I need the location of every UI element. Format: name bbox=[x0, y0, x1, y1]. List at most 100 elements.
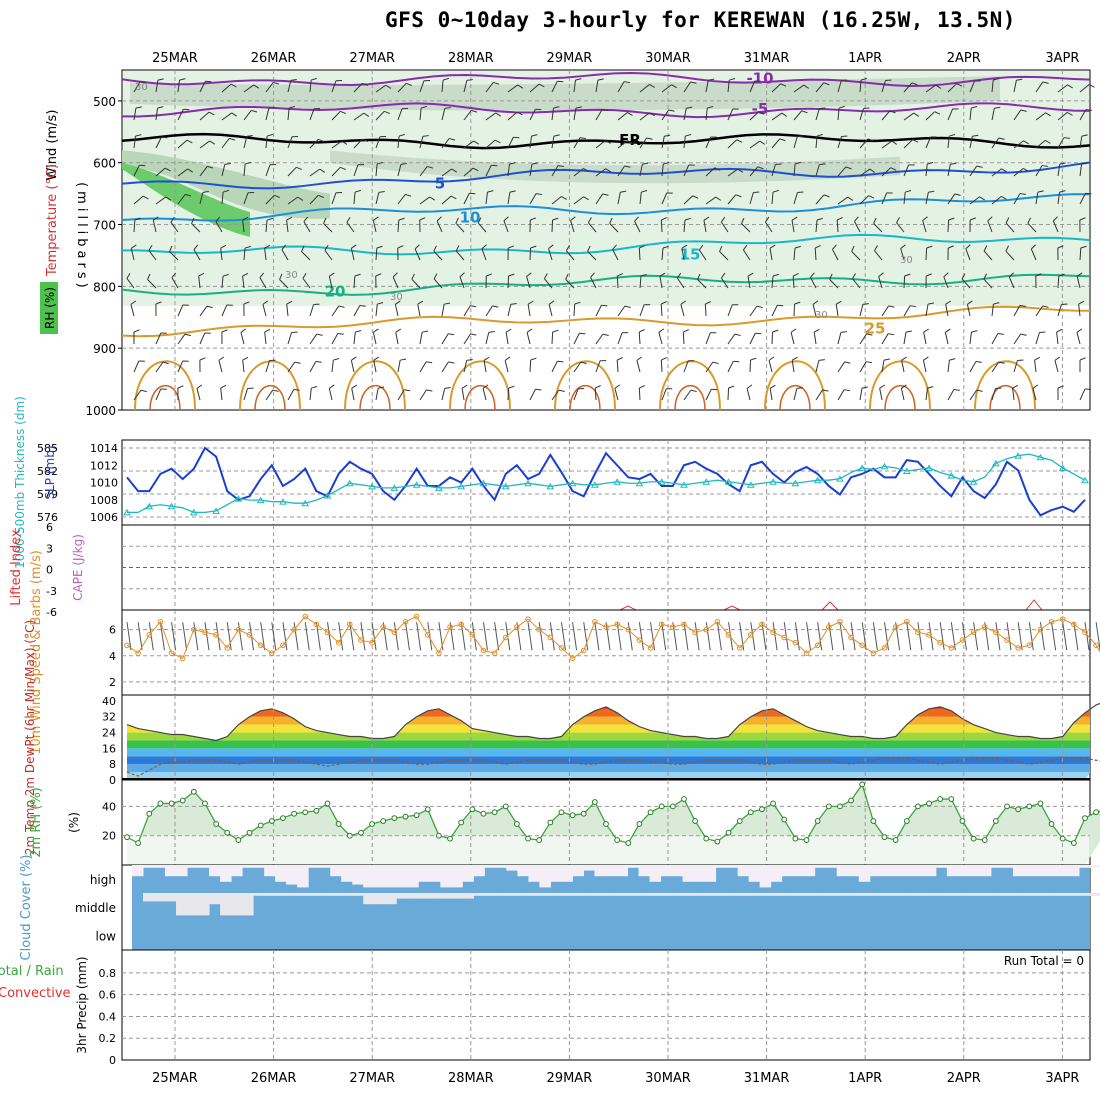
wind-barb bbox=[1079, 136, 1083, 149]
rh2m-marker bbox=[614, 837, 621, 843]
wind-barb bbox=[287, 166, 297, 177]
wind-barb bbox=[683, 136, 686, 149]
wind-barb bbox=[976, 389, 983, 392]
wind-barb bbox=[803, 84, 810, 89]
wind10m-marker bbox=[1082, 629, 1088, 636]
wind-barb bbox=[769, 388, 773, 401]
wind10m-marker bbox=[179, 655, 186, 662]
wind-barb bbox=[945, 304, 949, 317]
wind-barb bbox=[507, 387, 510, 401]
wind-barb bbox=[753, 191, 760, 193]
rh2m-marker bbox=[502, 803, 509, 810]
wind-barb bbox=[945, 328, 951, 333]
wind-barb bbox=[881, 360, 885, 373]
wind-barb bbox=[1079, 109, 1087, 121]
wind-barb bbox=[221, 276, 224, 289]
cloud-high-gap bbox=[264, 865, 276, 877]
wind-barb bbox=[627, 140, 633, 145]
wind-barb bbox=[309, 138, 319, 149]
isotherm-label: 5 bbox=[435, 174, 445, 192]
rh2m-marker bbox=[480, 810, 487, 817]
wind-barb bbox=[169, 245, 173, 252]
cloud-high-gap bbox=[649, 865, 662, 882]
wind-barb bbox=[222, 273, 229, 277]
wind-barb bbox=[705, 332, 711, 345]
cloud-middle-gap bbox=[649, 893, 662, 896]
wind-barb bbox=[636, 360, 641, 373]
wind-barb bbox=[526, 328, 533, 333]
wind10m-barb bbox=[282, 622, 288, 651]
thickness-axis-label: 1000-500mb Thickness (dm) bbox=[13, 396, 27, 569]
wind-barb bbox=[903, 332, 907, 345]
wind-barb bbox=[956, 83, 963, 87]
wind-barb bbox=[617, 332, 623, 345]
slp-tick-label: 1012 bbox=[90, 459, 118, 472]
wind-barb bbox=[1076, 332, 1081, 345]
wind-barb bbox=[450, 195, 457, 200]
wind-barb bbox=[662, 245, 669, 249]
rh2m-marker bbox=[937, 796, 944, 802]
slp-axis-label: SLP (mb) bbox=[43, 445, 57, 499]
wind-barb bbox=[133, 136, 137, 149]
cloud-high-gap bbox=[275, 865, 287, 882]
rh2m-marker bbox=[915, 803, 921, 810]
wind-barb bbox=[1020, 333, 1027, 336]
wind-barb bbox=[1057, 385, 1064, 389]
wind-barb bbox=[385, 84, 392, 89]
wind-barb bbox=[266, 133, 274, 137]
wind-barb bbox=[286, 220, 289, 233]
wind-barb bbox=[397, 389, 405, 401]
cloud-high-gap bbox=[429, 865, 441, 882]
wind-barb bbox=[686, 106, 693, 109]
wind-barb bbox=[455, 245, 460, 252]
wind-barb bbox=[1005, 250, 1015, 261]
wind-tick-label: 6 bbox=[109, 624, 116, 637]
wind-barb bbox=[244, 245, 251, 249]
thickness-marker bbox=[301, 499, 310, 507]
wind-barb bbox=[301, 251, 311, 261]
wind-barb bbox=[1035, 192, 1039, 205]
cloud-middle-gap bbox=[143, 893, 155, 902]
wind-barb bbox=[683, 108, 687, 121]
wind-barb bbox=[441, 361, 449, 373]
wind-barb bbox=[823, 82, 830, 86]
wind-barb bbox=[419, 389, 427, 401]
wind-barb bbox=[904, 273, 911, 277]
cloud-high-gap bbox=[506, 865, 518, 871]
wind10m-marker bbox=[670, 624, 676, 630]
wind-barb bbox=[288, 105, 296, 109]
wind-barb bbox=[281, 249, 289, 261]
wind-barb bbox=[1081, 162, 1088, 165]
wind-barb bbox=[485, 82, 494, 93]
wind-barb bbox=[971, 330, 978, 333]
wind-barb bbox=[949, 133, 956, 137]
wind10m-marker bbox=[213, 632, 219, 638]
wind-barb bbox=[199, 192, 204, 205]
wind-barb bbox=[420, 105, 428, 109]
wind10m-marker bbox=[625, 626, 632, 633]
wind10m-marker bbox=[413, 613, 420, 620]
wind-barb bbox=[287, 361, 296, 373]
slp-tick-label: 1010 bbox=[90, 477, 118, 490]
wind-barb bbox=[309, 304, 315, 317]
cape-axis-label: CAPE (J/kg) bbox=[71, 534, 85, 601]
wind-barb bbox=[925, 304, 929, 317]
wind10m-barb bbox=[1095, 622, 1100, 651]
wind-barb bbox=[264, 328, 271, 333]
wind-barb bbox=[221, 304, 228, 317]
temperature-band bbox=[127, 732, 1090, 741]
wind-barb bbox=[859, 168, 871, 177]
rh2m-marker bbox=[335, 821, 342, 827]
cloud-high-gap bbox=[605, 865, 618, 877]
wind-barb bbox=[507, 164, 510, 177]
rh2m-marker bbox=[781, 816, 788, 823]
wind-barb bbox=[196, 388, 201, 401]
temperature-axis-label: Temperature (°C) bbox=[45, 164, 60, 277]
wind-barb bbox=[698, 249, 707, 261]
wind10m-marker bbox=[937, 639, 943, 646]
wind10m-barb bbox=[961, 622, 967, 651]
wind-barb bbox=[1041, 165, 1048, 167]
rh2m-marker bbox=[669, 803, 676, 810]
rh2m-marker bbox=[413, 812, 420, 819]
wind-barb bbox=[373, 328, 379, 333]
